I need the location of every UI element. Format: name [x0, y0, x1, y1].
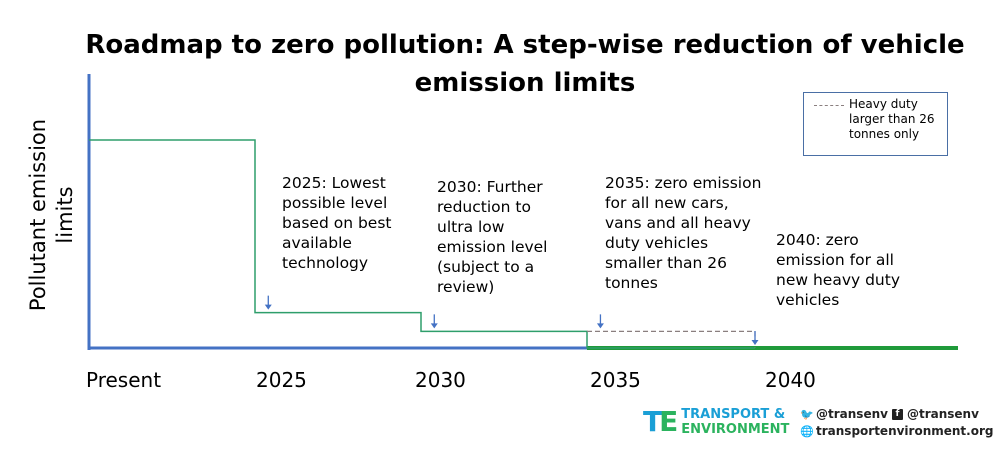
annotation-2030: 2030: Further reduction to ultra low emi… [437, 178, 548, 296]
x-tick-2025: 2025 [256, 368, 307, 392]
series-step-line [89, 139, 755, 349]
legend-label: Heavy duty larger than 26 tonnes only [849, 97, 935, 141]
annotation-arrowhead-3 [751, 340, 759, 345]
brand-line1: TRANSPORT & [681, 407, 786, 422]
x-tick-2040: 2040 [765, 368, 816, 392]
twitter-handle[interactable]: @transenv [816, 407, 888, 421]
x-tick-present: Present [86, 368, 162, 392]
te-logo-icon: TE [643, 405, 678, 438]
annotation-arrowhead-2 [596, 323, 604, 329]
footer: TE TRANSPORT & ENVIRONMENT 🐦 @transenv f… [643, 406, 993, 446]
facebook-handle[interactable]: @transenv [906, 407, 979, 421]
social-links: 🐦 @transenv f @transenv 🌐 transportenvir… [800, 406, 993, 440]
annotation-2040: 2040: zero emission for all new heavy du… [776, 231, 901, 309]
annotation-arrowhead-1 [430, 323, 438, 329]
globe-icon: 🌐 [800, 425, 814, 438]
x-tick-2030: 2030 [415, 368, 466, 392]
annotation-2035: 2035: zero emission for all new cars, va… [605, 174, 762, 292]
brand-line2: ENVIRONMENT [681, 422, 790, 437]
annotation-2025: 2025: Lowest possible level based on bes… [282, 174, 392, 272]
website-link[interactable]: transportenvironment.org [816, 424, 994, 438]
chart-title: Roadmap to zero pollution: A step-wise r… [85, 30, 965, 98]
brand: TE TRANSPORT & ENVIRONMENT [643, 406, 789, 438]
x-tick-2035: 2035 [590, 368, 641, 392]
twitter-icon: 🐦 [800, 408, 814, 421]
facebook-icon: f [891, 409, 903, 420]
series-heavy-duty-dashed [587, 330, 756, 348]
legend: Heavy duty larger than 26 tonnes only [803, 92, 948, 156]
legend-dashed-swatch [814, 105, 844, 106]
annotation-arrowhead-0 [264, 304, 272, 310]
brand-name: TRANSPORT & ENVIRONMENT [681, 407, 789, 437]
